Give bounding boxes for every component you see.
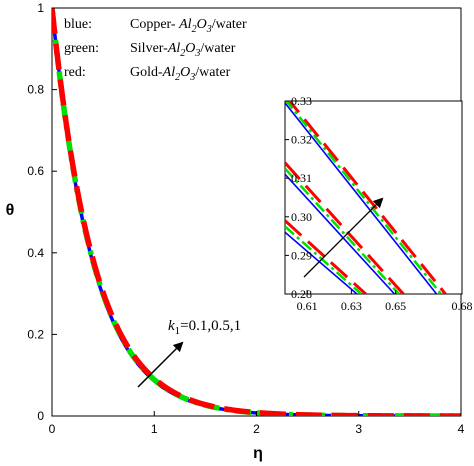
legend-entry: blue: Copper- Al2O3/water — [64, 17, 247, 35]
x-tick-label: 3 — [355, 422, 362, 436]
inset-x-tick-label: 0.65 — [385, 299, 406, 313]
legend-entry: red: Gold-Al2O3/water — [64, 65, 231, 83]
inset-y-tick-label: 0.28 — [291, 287, 312, 301]
inset-x-tick-label: 0.61 — [297, 299, 318, 313]
annotation-values: =0.1,0.5,1 — [180, 318, 241, 334]
series-line — [52, 8, 461, 416]
legend-fluid: Gold- — [130, 65, 163, 80]
x-tick-label: 0 — [49, 422, 56, 436]
y-tick-label: 0.2 — [27, 327, 44, 341]
inset-y-tick-label: 0.30 — [291, 210, 312, 224]
legend-fluid: Silver- — [130, 41, 168, 56]
legend-suffix: /water — [212, 17, 247, 32]
legend-subscript: 3 — [194, 48, 200, 59]
inset-y-tick-label: 0.32 — [291, 133, 312, 147]
inset-series-line — [285, 231, 358, 294]
y-tick-label: 0.4 — [27, 246, 44, 260]
inset: 0.61 0.63 0.65 0.68 0.28 0.29 0.30 0.31 0.32 0.3… — [284, 94, 473, 313]
inset-y-axis: 0.28 0.29 0.30 0.31 0.32 0.33 — [285, 94, 312, 301]
legend-fluid: Copper- — [130, 17, 179, 32]
inset-y-tick-label: 0.29 — [291, 248, 312, 262]
y-tick-label: 0.8 — [27, 83, 44, 97]
x-tick-label: 2 — [253, 422, 260, 436]
legend-subscript: 2 — [180, 48, 185, 59]
annotation-arrow — [137, 341, 184, 388]
y-tick-label: 0.6 — [27, 164, 44, 178]
legend-symbol: Al — [178, 17, 192, 32]
y-tick-label: 1 — [37, 1, 44, 15]
inset-series-line — [285, 101, 442, 294]
legend-suffix: /water — [195, 65, 230, 80]
inset-series-line — [287, 101, 447, 294]
legend-entry: green: Silver-Al2O3/water — [64, 41, 236, 59]
inset-series-line — [285, 102, 438, 294]
legend-suffix: /water — [200, 41, 235, 56]
legend-key: red: — [64, 65, 86, 80]
inset-curves — [285, 101, 447, 294]
legend-subscript: 2 — [175, 72, 180, 83]
legend-subscript: 3 — [206, 24, 212, 35]
annotation: k1=0.1,0.5,1 — [137, 318, 241, 388]
inset-x-axis: 0.61 0.63 0.65 0.68 — [297, 290, 473, 313]
inset-y-tick-label: 0.31 — [291, 171, 312, 185]
y-tick-label: 0 — [37, 409, 44, 423]
inset-arrow — [303, 197, 384, 278]
legend-symbol: O — [197, 17, 207, 32]
legend-symbol: O — [180, 65, 190, 80]
legend-key: blue: — [64, 17, 92, 32]
legend-symbol: Al — [162, 65, 176, 80]
x-axis: 0 1 2 3 4 — [49, 411, 465, 436]
inset-x-tick-label: 0.68 — [452, 299, 473, 313]
x-tick-label: 1 — [151, 422, 158, 436]
x-tick-label: 4 — [458, 422, 465, 436]
legend-symbol: Al — [167, 41, 181, 56]
annotation-sub: 1 — [175, 325, 181, 337]
inset-series-line — [285, 219, 367, 294]
inset-series-line — [285, 225, 363, 294]
legend-subscript: 2 — [192, 24, 197, 35]
legend-key: green: — [64, 41, 99, 56]
legend-symbol: O — [185, 41, 195, 56]
y-axis: 0 0.2 0.4 0.6 0.8 1 — [27, 1, 57, 423]
inset-series-line — [285, 167, 400, 294]
inset-series-line — [285, 173, 396, 294]
svg-text:k1=0.1,0.5,1: k1=0.1,0.5,1 — [168, 318, 241, 337]
x-axis-label: η — [253, 445, 263, 462]
annotation-k: k — [168, 318, 175, 334]
y-axis-label: θ — [6, 202, 15, 219]
legend-subscript: 3 — [189, 72, 195, 83]
inset-x-tick-label: 0.63 — [341, 299, 362, 313]
inset-y-tick-label: 0.33 — [291, 94, 312, 108]
